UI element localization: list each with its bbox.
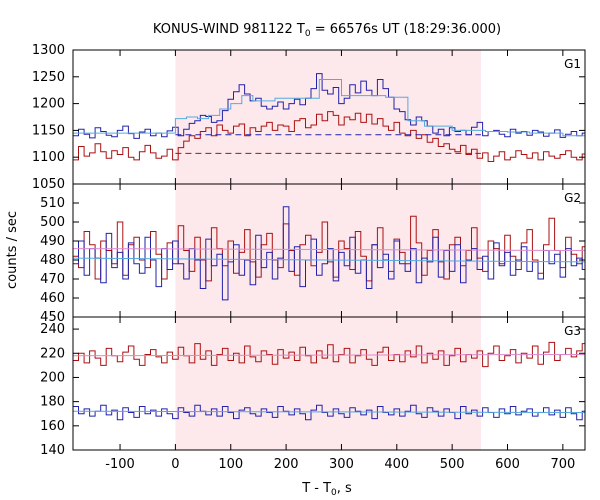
- series-line-background_fit-step: [73, 79, 585, 137]
- x-tick-label: 600: [495, 457, 520, 472]
- panel-g2: 450 460 470 480 490 500 510 G2: [40, 183, 586, 325]
- series-line-blue-step: [73, 404, 585, 421]
- series-line-red-step: [73, 215, 585, 282]
- burst-interval-shading: [175, 317, 481, 450]
- x-tick-label: 400: [384, 457, 409, 472]
- series-line-background_fit-line: [73, 410, 585, 413]
- series-line-background_fit_g3-line: [73, 354, 585, 357]
- panel-g3: 140 160 180 200 220 240 -100 0 100 200 300 400 500 60…: [40, 316, 586, 472]
- chart-panels: 1050 1100 1150 1200 1250 1300 G1 450 460 470 480 49…: [32, 43, 586, 472]
- series-line-blue-step: [73, 206, 585, 301]
- y-tick-label: 490: [40, 234, 65, 249]
- panel-frame: [72, 316, 586, 451]
- y-tick-label: 510: [40, 196, 65, 211]
- x-tick-label: 300: [329, 457, 354, 472]
- panel-label: G2: [564, 191, 581, 205]
- panel-g1: 1050 1100 1150 1200 1250 1300 G1: [32, 43, 586, 192]
- y-axis-label: counts / sec: [5, 211, 20, 289]
- panel-label: G1: [564, 57, 581, 71]
- x-tick-label: 500: [440, 457, 465, 472]
- y-tick-label: 140: [40, 443, 65, 458]
- panel-series: [73, 341, 585, 421]
- x-tick-label: 700: [550, 457, 575, 472]
- burst-interval-shading: [175, 184, 481, 317]
- x-tick-label: -100: [105, 457, 135, 472]
- y-tick-label: 1050: [32, 177, 65, 192]
- series-line-background_fit_g3-line: [73, 248, 585, 251]
- x-axis-label: T - T0, s: [301, 481, 352, 498]
- y-tick-label: 480: [40, 253, 65, 268]
- y-tick-label: 240: [40, 322, 65, 337]
- panel-label: G3: [564, 324, 581, 338]
- series-line-red-step: [73, 341, 585, 368]
- y-tick-label: 500: [40, 215, 65, 230]
- y-tick-label: 1300: [32, 43, 65, 58]
- y-tick-label: 180: [40, 395, 65, 410]
- panel-series: [73, 206, 585, 301]
- y-tick-label: 160: [40, 419, 65, 434]
- y-tick-label: 1150: [32, 123, 65, 138]
- y-tick-label: 1100: [32, 150, 65, 165]
- y-tick-label: 450: [40, 310, 65, 325]
- series-line-red-step: [73, 111, 585, 162]
- burst-interval-shading: [175, 50, 481, 184]
- y-tick-label: 220: [40, 346, 65, 361]
- y-tick-label: 1200: [32, 97, 65, 112]
- y-tick-label: 1250: [32, 70, 65, 85]
- y-tick-label: 460: [40, 291, 65, 306]
- x-tick-label: 200: [274, 457, 299, 472]
- chart-title: KONUS-WIND 981122 T0 = 66576s UT (18:29:…: [153, 22, 501, 39]
- panel-series: [73, 73, 585, 162]
- x-tick-label: 100: [218, 457, 243, 472]
- y-tick-label: 200: [40, 370, 65, 385]
- y-tick-label: 470: [40, 272, 65, 287]
- series-line-background_fit-line: [73, 257, 585, 263]
- x-tick-label: 0: [171, 457, 179, 472]
